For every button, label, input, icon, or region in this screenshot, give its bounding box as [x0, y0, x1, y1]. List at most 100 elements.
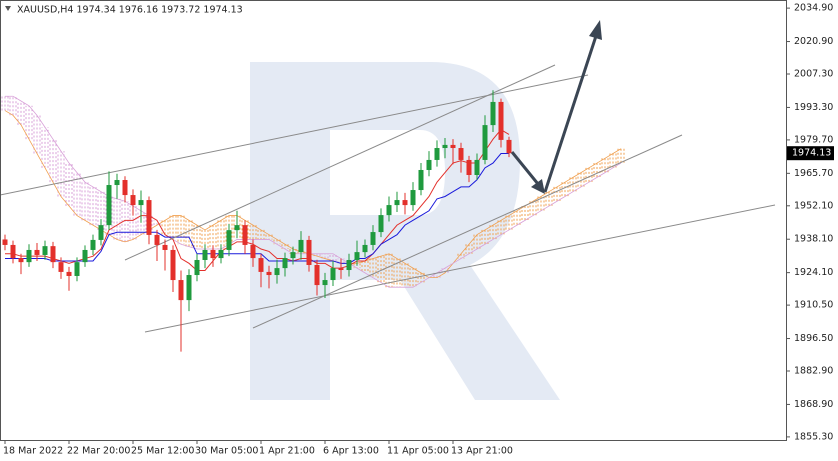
- candle-body: [242, 225, 248, 245]
- candle-body: [154, 234, 160, 245]
- candle-body: [26, 249, 32, 263]
- candle-body: [2, 239, 8, 245]
- candle-body: [426, 159, 432, 170]
- candle-body: [314, 265, 320, 286]
- candle-body: [394, 200, 400, 206]
- candle-body: [274, 268, 280, 276]
- trend-lines: [0, 64, 776, 333]
- candle-body: [210, 249, 216, 259]
- candle-body: [410, 190, 416, 206]
- candle-body: [482, 125, 488, 160]
- y-tick-label: 1979.70: [794, 134, 833, 145]
- y-tick-label: 1868.90: [794, 399, 833, 410]
- y-tick-label: 2034.90: [794, 3, 833, 14]
- candle-body: [354, 252, 360, 260]
- candle-body: [122, 180, 128, 196]
- candle-body: [90, 239, 96, 250]
- candle-body: [386, 205, 392, 216]
- candle-body: [50, 246, 56, 263]
- candle-body: [10, 244, 16, 259]
- x-tick-label: 30 Mar 05:00: [195, 446, 258, 457]
- indicator-lines: [5, 128, 510, 271]
- candle-body: [162, 244, 168, 250]
- y-tick-label: 1993.30: [794, 102, 833, 113]
- candle-body: [234, 225, 240, 231]
- last-price-box: [787, 146, 834, 161]
- candle-body: [298, 239, 304, 253]
- x-tick-label: 11 Apr 05:00: [387, 446, 449, 457]
- trend-line: [144, 204, 776, 333]
- y-tick-label: 1938.10: [794, 234, 833, 245]
- header-icon: [5, 6, 11, 11]
- arrow-head: [589, 20, 602, 40]
- candle-body: [218, 249, 224, 259]
- candle-body: [330, 268, 336, 281]
- candle-body: [106, 185, 112, 226]
- x-tick-label: 6 Apr 13:00: [323, 446, 379, 457]
- x-tick-label: 1 Apr 21:00: [259, 446, 315, 457]
- candle-body: [474, 159, 480, 175]
- arrow: [543, 35, 598, 193]
- candle-body: [346, 259, 352, 271]
- candle-body: [434, 148, 440, 160]
- candle-body: [178, 280, 184, 301]
- candle-body: [306, 239, 312, 266]
- y-tick-label: 1896.50: [794, 333, 833, 344]
- candle-body: [418, 169, 424, 191]
- candle-body: [170, 249, 176, 281]
- candles: [2, 90, 512, 352]
- indicator-line: [5, 128, 510, 271]
- candle-body: [66, 271, 72, 276]
- arrow-head: [531, 179, 545, 194]
- forecast-arrows: [510, 20, 602, 194]
- trend-line: [124, 64, 556, 261]
- candle-body: [258, 258, 264, 272]
- indicator-line: [5, 153, 509, 264]
- plot-border: [0, 0, 787, 441]
- candle-body: [362, 244, 368, 253]
- y-tick-label: 1965.70: [794, 168, 833, 179]
- candle-body: [146, 200, 152, 235]
- candle-body: [506, 139, 512, 154]
- candle-body: [322, 280, 328, 286]
- axes: 2034.90 2020.90 2007.30 1993.30 1979.70 1965.…: [3, 3, 834, 457]
- candle-body: [402, 200, 408, 206]
- candle-body: [490, 101, 496, 126]
- candle-body: [378, 215, 384, 233]
- candle-body: [290, 252, 296, 259]
- candle-body: [138, 200, 144, 206]
- candle-body: [82, 249, 88, 263]
- y-tick-label: 1882.90: [794, 366, 833, 377]
- y-tick-label: 2020.90: [794, 36, 833, 47]
- candle-body: [42, 246, 48, 255]
- x-tick-label: 22 Mar 20:00: [67, 446, 130, 457]
- y-tick-label: 1952.10: [794, 200, 833, 211]
- candle-body: [194, 259, 200, 276]
- x-tick-label: 13 Apr 21:00: [451, 446, 513, 457]
- candle-body: [58, 262, 64, 272]
- candle-body: [458, 148, 464, 160]
- candle-body: [338, 268, 344, 271]
- candle-body: [442, 144, 448, 149]
- candle-body: [266, 271, 272, 276]
- candle-body: [202, 249, 208, 260]
- candle-body: [34, 249, 40, 255]
- y-tick-label: 1910.50: [794, 300, 833, 311]
- candle-body: [226, 230, 232, 250]
- last-price-label: 1974.13: [792, 148, 831, 159]
- arrow: [510, 151, 540, 185]
- header-text: XAUUSD,H4 1974.34 1976.16 1973.72 1974.1…: [17, 5, 243, 16]
- candle-body: [114, 180, 120, 186]
- y-tick-label: 1924.10: [794, 267, 833, 278]
- candle-body: [98, 225, 104, 240]
- header: XAUUSD,H4 1974.34 1976.16 1973.72 1974.1…: [5, 5, 243, 16]
- candle-body: [370, 232, 376, 245]
- candle-body: [450, 144, 456, 149]
- candle-body: [186, 275, 192, 301]
- x-tick-label: 25 Mar 12:00: [131, 446, 194, 457]
- candle-body: [282, 258, 288, 269]
- candle-body: [74, 262, 80, 276]
- candle-body: [130, 195, 136, 206]
